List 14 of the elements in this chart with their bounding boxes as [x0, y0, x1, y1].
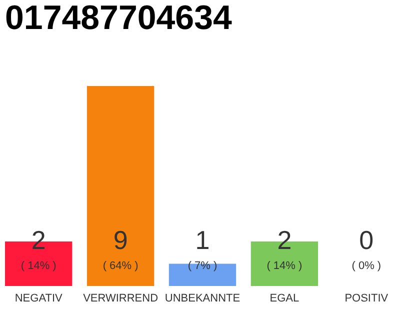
- chart-title: 017487704634: [5, 0, 232, 37]
- annotation: ( 14% ): [20, 260, 56, 272]
- data-label: 1: [195, 225, 210, 255]
- x-tick-label: VERWIRREND: [83, 292, 158, 304]
- x-tick-label: UNBEKANNTE: [164, 292, 240, 304]
- annotation: ( 7% ): [188, 260, 218, 272]
- annotation: ( 64% ): [102, 260, 138, 272]
- x-tick-label: NEGATIV: [14, 292, 63, 304]
- x-tick-label: POSITIV: [344, 292, 389, 304]
- annotation: ( 14% ): [266, 260, 302, 272]
- data-label: 9: [113, 225, 128, 255]
- data-label: 0: [359, 225, 374, 255]
- annotation: ( 0% ): [352, 260, 382, 272]
- x-tick-label: EGAL: [270, 292, 300, 304]
